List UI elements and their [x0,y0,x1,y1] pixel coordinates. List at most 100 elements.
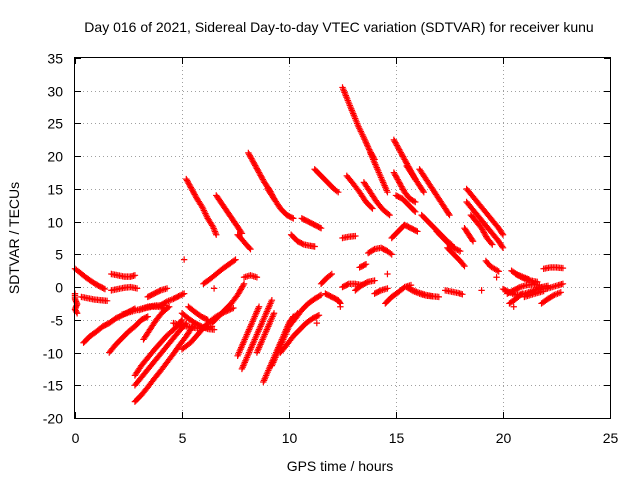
data-point [559,264,567,272]
data-point [238,230,246,237]
series-arc28 [234,303,263,360]
data-point [316,292,324,299]
data-point [480,229,488,236]
data-point [258,173,265,180]
series-arc73 [478,287,485,294]
data-point [255,167,262,175]
data-point [410,197,418,205]
data-point [412,208,419,216]
series-arc43 [337,303,344,310]
data-point [366,146,373,153]
data-point [133,285,141,292]
data-point [196,322,204,329]
series-arc14 [140,303,173,343]
data-point [420,188,428,196]
data-point [314,312,321,320]
data-point [399,152,406,159]
data-point [103,297,111,305]
series-arc26 [234,231,254,253]
data-point [362,260,370,268]
series-arc47 [360,179,393,219]
data-point [190,189,198,197]
data-point [479,227,487,235]
series-arc84 [542,280,567,293]
data-point [255,303,263,310]
data-point [336,299,343,306]
series-arc57 [403,162,428,196]
data-point [315,312,323,319]
data-point [469,238,477,245]
data-point [101,285,109,293]
data-point [461,262,468,270]
data-point [344,281,351,288]
data-point [481,230,488,237]
series-arc07 [108,270,139,280]
data-point [252,162,259,169]
plot-frame [74,57,611,419]
data-point [384,270,391,278]
data-point [240,282,247,289]
series-arc37 [287,231,318,250]
data-point [369,205,376,212]
series-arc39 [311,166,342,196]
series-arc53 [356,260,370,271]
series-arc12 [144,285,171,301]
series-arc59 [416,166,453,219]
data-point [559,280,567,288]
data-point [363,279,371,286]
x-tick-label: 10 [282,430,298,446]
data-point [460,261,467,269]
data-point [395,145,402,152]
data-point [498,230,506,237]
data-point [268,296,276,304]
data-point [317,291,325,299]
series-arc69 [463,198,507,252]
series-arc09 [131,316,186,379]
series-arc72 [482,257,502,275]
x-tick-label: 25 [603,430,619,446]
data-point [362,137,369,144]
series-arc34 [277,312,323,356]
data-point [255,169,263,176]
data-point [187,184,195,191]
data-point [488,240,495,247]
grid [75,58,610,418]
data-point [397,181,404,189]
series-arc18 [180,256,188,263]
series-arc01 [71,265,109,293]
series-arc38 [298,215,325,232]
data-point [337,303,344,310]
data-point [499,244,507,252]
data-point [396,146,403,153]
data-point [247,245,254,253]
data-point [164,304,172,311]
data-point [184,178,192,186]
data-point [188,185,195,193]
x-tick-label: 0 [72,430,80,446]
series-arc80 [512,270,532,283]
data-point [162,299,169,306]
y-tick-label: 30 [47,84,63,100]
data-point [385,210,392,218]
series-arc63 [371,285,391,297]
y-tick-label: 15 [47,182,63,198]
data-point [549,292,557,299]
data-point [299,240,306,248]
data-point [327,271,334,279]
data-point [270,310,278,317]
series-arc31 [253,310,278,356]
data-point [183,177,191,184]
data-point [412,198,419,206]
data-point [525,276,532,283]
data-point [232,256,239,263]
data-point [393,142,401,149]
data-point [254,166,261,173]
series-arc58 [388,221,421,242]
data-point [210,285,218,292]
data-point [499,231,507,238]
data-point [213,231,220,238]
series-arc02 [71,290,81,317]
data-point [257,172,264,179]
data-point [478,224,485,232]
